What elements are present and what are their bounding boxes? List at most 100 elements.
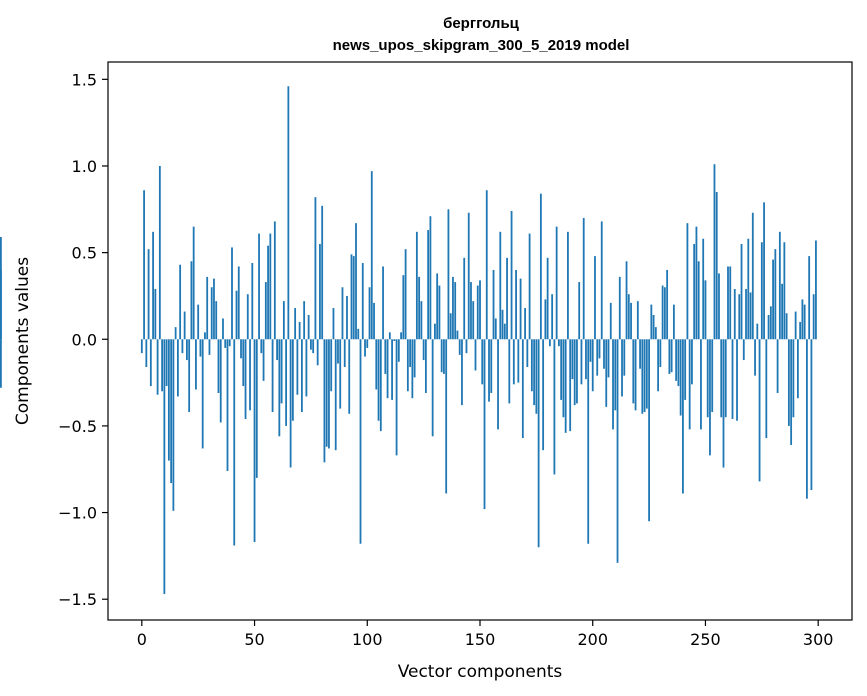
bar	[497, 339, 499, 430]
bar	[161, 339, 164, 392]
bar	[364, 339, 366, 357]
bar	[630, 302, 632, 340]
bar	[812, 294, 815, 340]
bar	[483, 339, 486, 510]
bar	[192, 226, 195, 340]
bar	[341, 287, 344, 340]
bar	[269, 233, 272, 340]
bar	[704, 280, 707, 340]
bar	[298, 321, 301, 340]
bar	[264, 282, 267, 340]
bar	[411, 339, 414, 399]
bar	[332, 308, 335, 340]
bar	[167, 339, 170, 461]
bar	[388, 332, 391, 340]
bar	[569, 339, 572, 432]
bar	[765, 339, 768, 439]
bar	[679, 339, 682, 416]
bar	[670, 339, 673, 373]
bar	[251, 263, 254, 340]
bar	[307, 315, 310, 340]
bar	[319, 243, 321, 340]
bar	[140, 339, 143, 354]
bar	[280, 339, 283, 404]
bar	[747, 238, 750, 340]
bar	[769, 306, 772, 340]
bar	[481, 339, 484, 385]
bar	[348, 339, 351, 414]
bar	[585, 339, 587, 380]
bar	[217, 339, 220, 393]
bar	[366, 339, 369, 348]
bar	[300, 339, 303, 413]
bar	[533, 339, 536, 406]
bar	[618, 276, 621, 340]
bar	[154, 289, 157, 340]
bar	[434, 323, 436, 340]
bar	[289, 339, 292, 468]
bar	[720, 339, 723, 418]
x-tick-label: 250	[690, 630, 721, 649]
bar	[210, 287, 213, 340]
bar	[695, 226, 698, 340]
plot-frame	[107, 61, 853, 621]
bar	[724, 339, 727, 418]
bar	[287, 86, 290, 340]
bar	[339, 339, 342, 409]
bar	[503, 323, 506, 340]
bar	[576, 339, 578, 404]
bar	[282, 301, 285, 340]
bar	[494, 318, 497, 340]
bar	[573, 339, 576, 406]
bar	[316, 339, 319, 366]
bar	[213, 278, 215, 340]
y-tick-label: −1.5	[58, 590, 97, 609]
bar	[731, 339, 734, 419]
bar	[296, 339, 299, 395]
bar	[751, 212, 754, 340]
bar	[375, 339, 378, 390]
bar	[675, 339, 678, 381]
x-tick-label: 150	[465, 630, 496, 649]
bar	[149, 339, 152, 387]
bar	[278, 339, 281, 437]
bar	[409, 339, 412, 367]
bar	[792, 339, 795, 418]
bar	[634, 339, 637, 411]
bar	[790, 339, 793, 445]
bar	[815, 240, 817, 340]
x-tick-label: 200	[577, 630, 608, 649]
bar	[652, 315, 655, 340]
bar	[246, 294, 249, 340]
bar	[0, 339, 2, 388]
bar	[661, 285, 664, 340]
bar	[499, 231, 502, 340]
bar	[727, 266, 729, 340]
bar	[357, 328, 360, 340]
bar	[208, 339, 211, 355]
bar	[781, 283, 784, 340]
bar	[659, 339, 662, 367]
bar	[427, 230, 430, 340]
bar	[580, 339, 583, 385]
bar	[165, 339, 168, 387]
bar	[555, 226, 558, 340]
bar	[702, 238, 705, 340]
bar	[152, 231, 154, 340]
bar	[463, 257, 466, 340]
bar	[506, 257, 508, 340]
bar	[794, 311, 797, 340]
bar	[479, 280, 481, 340]
bar	[314, 197, 317, 340]
bar	[492, 269, 495, 340]
bar	[294, 308, 297, 340]
bar	[458, 339, 461, 355]
bar	[508, 339, 511, 404]
bar	[253, 339, 256, 543]
bar	[715, 191, 718, 340]
bar	[776, 339, 779, 393]
bar	[778, 231, 781, 340]
bar	[197, 304, 200, 340]
bar	[713, 164, 716, 340]
